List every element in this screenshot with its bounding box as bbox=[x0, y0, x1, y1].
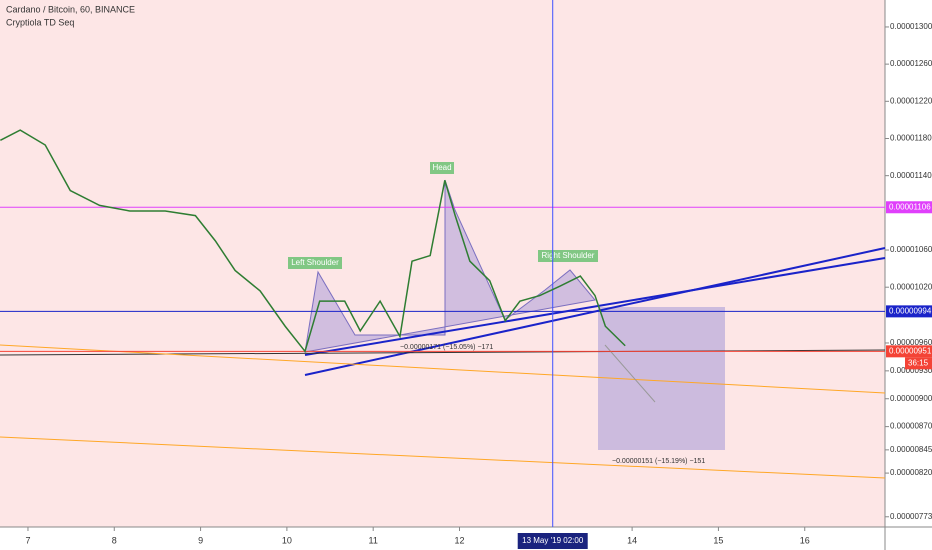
x-tick-label: 10 bbox=[282, 535, 292, 545]
price-tag-label: 0.00000994 bbox=[889, 306, 932, 315]
x-tick-label: 12 bbox=[454, 535, 464, 545]
left-shoulder-label: Left Shoulder bbox=[291, 258, 339, 267]
price-tag bbox=[886, 201, 932, 214]
x-tick-label: 14 bbox=[627, 535, 637, 545]
price-tag bbox=[886, 305, 932, 318]
y-tick-label: 0.00001140 bbox=[890, 171, 932, 180]
measure-label: −0.00000151 (−15.19%) −151 bbox=[612, 458, 705, 465]
label-bg bbox=[288, 257, 342, 269]
y-tick-label: 0.00000870 bbox=[890, 422, 932, 431]
subtitle: Cryptiola TD Seq bbox=[6, 17, 74, 27]
countdown-bg bbox=[905, 357, 932, 370]
projection bbox=[604, 344, 656, 403]
x-tick-label: 8 bbox=[112, 535, 117, 545]
y-tick-label: 0.00000900 bbox=[890, 394, 932, 403]
trend-line bbox=[304, 257, 886, 356]
right-shoulder-label: Right Shoulder bbox=[542, 251, 595, 260]
x-tick-label: 9 bbox=[198, 535, 203, 545]
price-tag-label: 0.00001106 bbox=[889, 202, 931, 211]
y-tick-label: 0.00000773 bbox=[890, 512, 932, 521]
price-tag-label: 0.00000951 bbox=[889, 346, 932, 355]
y-tick-label: 0.00001220 bbox=[890, 96, 932, 105]
y-tick-label: 0.00000845 bbox=[890, 445, 932, 454]
x-tick-label: 15 bbox=[713, 535, 723, 545]
pattern bbox=[304, 179, 596, 353]
y-tick-label: 0.00000960 bbox=[890, 338, 932, 347]
y-tick-label: 0.00000820 bbox=[890, 468, 932, 477]
y-tick-label: 0.00001180 bbox=[890, 134, 932, 143]
measure-label: −0.00000171 (−15.05%) −171 bbox=[400, 344, 493, 351]
plot-bg bbox=[0, 0, 885, 527]
crosshair-label: 13 May '19 02:00 bbox=[522, 536, 584, 545]
x-tick-label: 11 bbox=[369, 535, 378, 545]
y-tick-label: 0.00000930 bbox=[890, 366, 932, 375]
y-tick-label: 0.00001020 bbox=[890, 282, 932, 291]
countdown: 36:15 bbox=[908, 358, 929, 367]
x-tick-label: 7 bbox=[25, 535, 30, 545]
y-tick-label: 0.00001300 bbox=[890, 22, 932, 31]
trend-line bbox=[0, 436, 886, 479]
x-tick-label: 16 bbox=[800, 535, 810, 545]
trend-line bbox=[0, 344, 886, 394]
price-tag bbox=[886, 345, 932, 358]
y-tick-label: 0.00001260 bbox=[890, 59, 932, 68]
y-tick-label: 0.00001060 bbox=[890, 245, 932, 254]
crosshair-bg bbox=[517, 533, 588, 549]
title: Cardano / Bitcoin, 60, BINANCE bbox=[6, 4, 135, 14]
price-line-series bbox=[0, 129, 626, 353]
label-bg bbox=[430, 162, 454, 174]
head-label: Head bbox=[432, 163, 451, 172]
